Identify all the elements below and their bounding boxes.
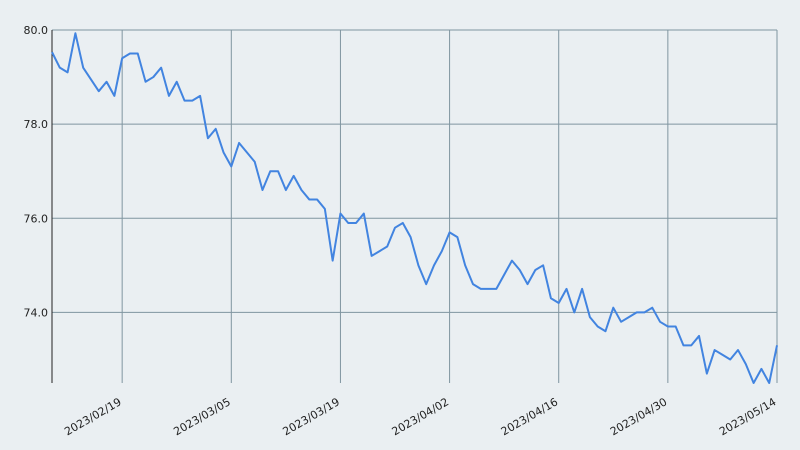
y-tick-label: 78.0 (24, 118, 49, 131)
x-tick-label: 2023/02/19 (62, 395, 123, 438)
x-tick-label: 2023/03/05 (171, 395, 232, 438)
y-tick-label: 74.0 (24, 306, 49, 319)
x-tick-label: 2023/04/16 (499, 395, 560, 438)
x-tick-label: 2023/05/14 (717, 395, 778, 438)
y-tick-label: 76.0 (24, 212, 49, 225)
data-line (51, 32, 778, 384)
x-tick-label: 2023/04/02 (390, 395, 451, 438)
y-tick-label: 80.0 (24, 24, 49, 37)
x-tick-label: 2023/03/19 (281, 395, 342, 438)
x-tick-label: 2023/04/30 (608, 395, 669, 438)
